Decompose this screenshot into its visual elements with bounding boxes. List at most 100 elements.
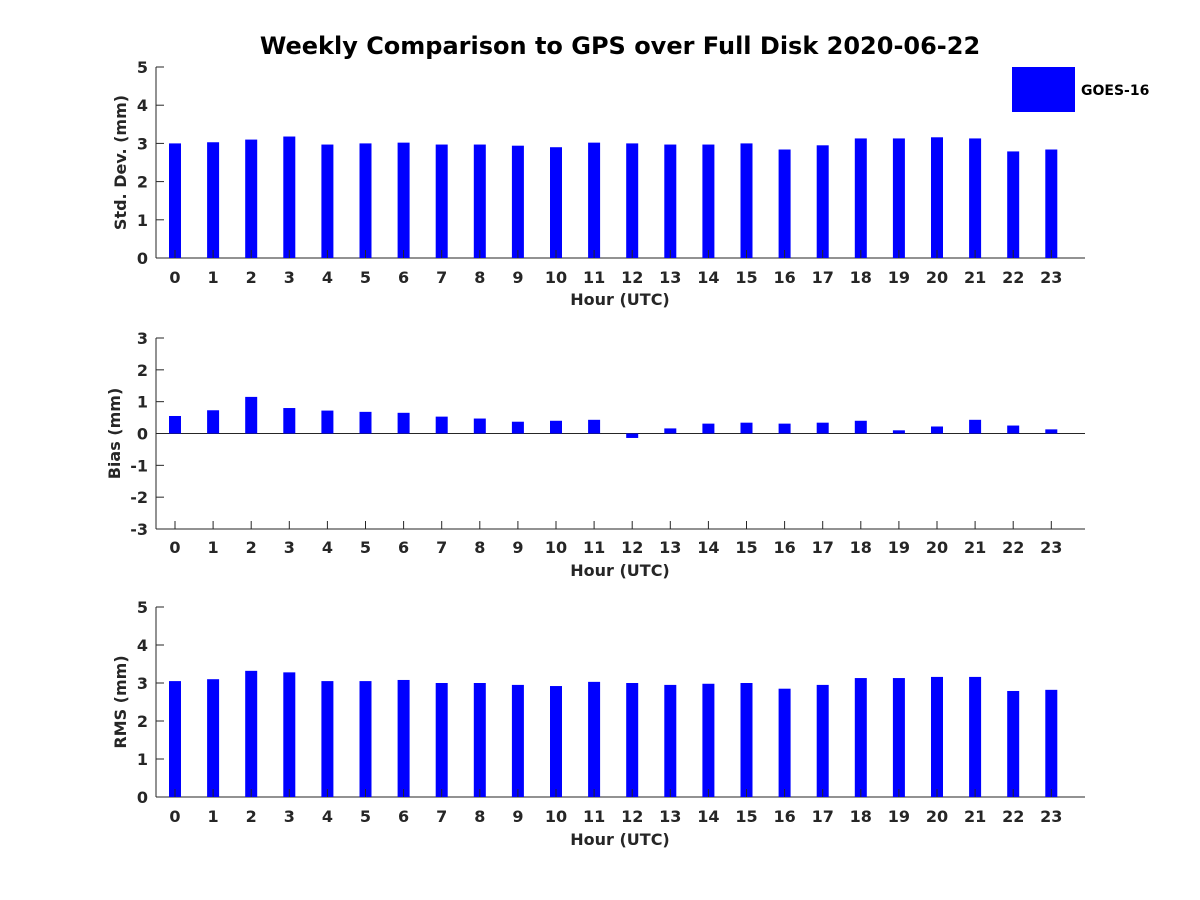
bar-hour-6 [397,412,410,434]
legend: GOES-16 [1012,67,1149,112]
y-tick-label: 1 [137,393,148,412]
x-tick-label: 1 [208,538,219,557]
x-tick-label: 4 [322,268,333,287]
x-tick-label: 6 [398,807,409,826]
chart-title: Weekly Comparison to GPS over Full Disk … [260,32,980,60]
bar-hour-19 [892,430,905,434]
bar-hour-9 [511,421,524,434]
x-tick-label: 23 [1040,807,1062,826]
x-tick-label: 18 [850,538,872,557]
y-tick-label: 5 [137,58,148,77]
x-tick-label: 0 [169,538,180,557]
x-tick-label: 23 [1040,538,1062,557]
bar-hour-3 [283,672,296,797]
bar-hour-5 [359,411,372,434]
bar-hour-13 [664,428,677,434]
bar-hour-21 [969,138,982,258]
y-tick-label: 4 [137,636,148,655]
x-tick-label: 14 [697,538,719,557]
bar-hour-18 [854,678,867,797]
y-tick-label: 3 [137,674,148,693]
y-tick-label: 4 [137,96,148,115]
y-tick-label: 2 [137,361,148,380]
x-tick-label: 3 [284,807,295,826]
x-tick-label: 22 [1002,807,1024,826]
bar-hour-8 [473,683,486,797]
bar-hour-10 [550,420,562,434]
bar-hour-2 [245,139,258,258]
bar-hour-4 [321,681,334,797]
y-axis-label: Bias (mm) [105,388,124,480]
y-tick-label: 1 [137,211,148,230]
bar-hour-8 [473,418,486,434]
bar-hour-10 [550,147,562,258]
x-tick-label: 13 [659,268,681,287]
x-tick-label: 20 [926,538,948,557]
x-tick-label: 10 [545,538,567,557]
bar-hour-2 [245,670,258,797]
bar-hour-20 [931,676,943,797]
x-tick-label: 22 [1002,268,1024,287]
bar-hour-19 [892,138,905,258]
x-tick-label: 2 [246,807,257,826]
bar-hour-14 [702,144,715,258]
bar-hour-7 [435,144,448,258]
x-tick-label: 5 [360,538,371,557]
bar-hour-22 [1007,151,1020,258]
bar-hour-0 [169,681,181,797]
x-tick-label: 18 [850,268,872,287]
bar-hour-15 [740,683,753,797]
bar-hour-16 [778,149,791,258]
x-tick-label: 15 [735,538,757,557]
bar-hour-9 [511,145,524,258]
x-tick-label: 15 [735,807,757,826]
x-tick-label: 10 [545,268,567,287]
legend-label: GOES-16 [1081,83,1149,99]
bar-hour-19 [892,678,905,797]
x-tick-label: 16 [773,268,795,287]
x-tick-label: 4 [322,807,333,826]
bar-hour-17 [816,684,829,797]
bar-hour-11 [588,419,601,434]
x-tick-label: 22 [1002,538,1024,557]
bar-hour-11 [588,681,601,797]
x-tick-label: 2 [246,268,257,287]
x-tick-label: 21 [964,268,986,287]
bar-hour-1 [207,142,220,258]
x-tick-label: 19 [888,268,910,287]
bar-hour-16 [778,688,791,797]
x-tick-label: 11 [583,538,605,557]
y-tick-label: 0 [137,788,148,807]
x-tick-label: 17 [812,807,834,826]
y-axis-label: RMS (mm) [111,655,130,748]
x-tick-label: 6 [398,538,409,557]
bar-hour-7 [435,683,448,797]
x-tick-label: 16 [773,538,795,557]
x-axis-label: Hour (UTC) [570,561,670,580]
x-tick-label: 5 [360,268,371,287]
y-tick-label: -2 [130,488,148,507]
bar-hour-7 [435,416,448,434]
x-tick-label: 12 [621,807,643,826]
bar-hour-20 [931,426,943,434]
x-tick-label: 0 [169,807,180,826]
x-tick-label: 0 [169,268,180,287]
bar-hour-11 [588,142,601,258]
x-tick-label: 7 [436,268,447,287]
x-tick-label: 13 [659,807,681,826]
x-tick-label: 17 [812,538,834,557]
bar-hour-2 [245,396,258,434]
x-tick-label: 15 [735,268,757,287]
bar-hour-3 [283,408,296,434]
x-tick-label: 14 [697,268,719,287]
x-tick-label: 1 [208,807,219,826]
x-tick-label: 2 [246,538,257,557]
x-tick-label: 5 [360,807,371,826]
bar-hour-1 [207,679,220,797]
legend-swatch [1012,67,1075,112]
